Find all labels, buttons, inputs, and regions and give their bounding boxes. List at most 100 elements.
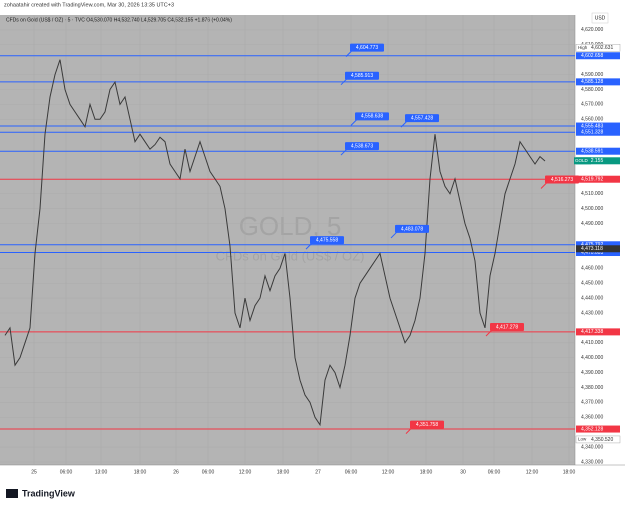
y-tick-label: 4,380.000 xyxy=(581,385,603,391)
x-tick-label: 06:00 xyxy=(60,469,73,475)
callout-box xyxy=(350,43,384,52)
price-tag xyxy=(576,328,620,336)
currency-box[interactable] xyxy=(591,12,609,24)
y-tick-label: 4,370.000 xyxy=(581,400,603,406)
price-tag-label: 4,470.603 xyxy=(581,250,603,256)
price-tag-label: 4,551.328 xyxy=(581,130,603,136)
y-tick-label: 4,570.000 xyxy=(581,102,603,108)
y-tick-label: 4,490.000 xyxy=(581,221,603,227)
price-axis-bg xyxy=(575,15,625,465)
callout-box xyxy=(355,112,389,121)
callout-label: 4,558.638 xyxy=(361,114,383,120)
callout-label: 4,538.673 xyxy=(351,143,373,149)
callout-label: 4,604.773 xyxy=(356,45,378,51)
low-tag xyxy=(575,435,621,444)
price-tag xyxy=(576,128,620,136)
price-tag-label: 4,532.155 xyxy=(581,158,603,164)
y-tick-label: 4,500.000 xyxy=(581,206,603,212)
price-tag-label: 4,417.338 xyxy=(581,329,603,335)
y-tick-label: 4,360.000 xyxy=(581,415,603,421)
symbol-tag xyxy=(574,157,591,165)
legend: CFDs on Gold (US$ / OZ) · 5 · TVC O4,530… xyxy=(6,17,232,23)
x-tick-label: 12:00 xyxy=(239,469,252,475)
callout-box xyxy=(345,71,379,80)
watermark-symbol: GOLD, 5 xyxy=(239,211,342,241)
price-tag xyxy=(576,175,620,183)
brand: TradingView xyxy=(22,488,76,498)
y-tick-label: 4,440.000 xyxy=(581,295,603,301)
x-tick-label: 18:00 xyxy=(277,469,290,475)
x-tick-label: 25 xyxy=(31,469,37,475)
y-tick-label: 4,340.000 xyxy=(581,444,603,450)
x-tick-label: 18:00 xyxy=(134,469,147,475)
logo xyxy=(6,489,18,498)
price-tag xyxy=(576,249,620,257)
price-tag xyxy=(576,157,620,165)
x-tick-label: 13:00 xyxy=(95,469,108,475)
x-tick-label: 06:00 xyxy=(345,469,358,475)
price-tag xyxy=(576,147,620,155)
callout-label: 4,516.273 xyxy=(551,177,573,183)
y-tick-label: 4,580.000 xyxy=(581,87,603,93)
y-tick-label: 4,430.000 xyxy=(581,310,603,316)
callout-box xyxy=(545,175,579,184)
x-tick-label: 06:00 xyxy=(488,469,501,475)
price-tag-label: 4,352.128 xyxy=(581,426,603,432)
y-tick-label: 4,410.000 xyxy=(581,340,603,346)
price-tag xyxy=(576,122,620,130)
y-tick-label: 4,460.000 xyxy=(581,266,603,272)
x-tick-label: 12:00 xyxy=(382,469,395,475)
price-tag xyxy=(576,78,620,86)
y-tick-label: 4,450.000 xyxy=(581,281,603,287)
x-tick-label: 26 xyxy=(173,469,179,475)
callout-box xyxy=(405,114,439,123)
x-tick-label: 18:00 xyxy=(563,469,576,475)
callout-box xyxy=(490,322,524,331)
price-tag-label: 4,475.792 xyxy=(581,242,603,248)
y-tick-label: 4,590.000 xyxy=(581,72,603,78)
y-tick-label: 4,400.000 xyxy=(581,355,603,361)
watermark-description: CFDs on Gold (US$ / OZ) xyxy=(216,248,365,263)
x-tick-label: 12:00 xyxy=(526,469,539,475)
credit: zohaatahir created with TradingView.com,… xyxy=(4,2,174,8)
currency: USD xyxy=(595,15,606,21)
callout-box xyxy=(310,236,344,245)
price-tag xyxy=(576,52,620,60)
callout-label: 4,585.913 xyxy=(351,73,373,79)
price-tag-label: 4,555.483 xyxy=(581,123,603,129)
callout-box xyxy=(345,142,379,151)
callout-label: 4,557.428 xyxy=(411,115,433,121)
plot-bg xyxy=(0,15,575,465)
low-tag-label: 4,350.520 xyxy=(591,437,613,443)
price-tag-label: 4,519.792 xyxy=(581,177,603,183)
price-tag-label: 4,585.128 xyxy=(581,79,603,85)
price-line xyxy=(4,59,546,427)
x-tick-label: 27 xyxy=(315,469,321,475)
high-tag-label: 4,602.631 xyxy=(591,45,613,51)
high-tag-name: High xyxy=(578,45,588,50)
callout-box xyxy=(395,224,429,233)
symbol-tag-label: GOLD xyxy=(575,158,589,163)
x-tick-label: 30 xyxy=(460,469,466,475)
y-tick-label: 4,620.000 xyxy=(581,27,603,33)
price-tag xyxy=(576,245,620,253)
callout-label: 4,351.758 xyxy=(416,422,438,428)
y-tick-label: 4,560.000 xyxy=(581,117,603,123)
low-tag-name: Low xyxy=(578,437,587,442)
y-tick-label: 4,510.000 xyxy=(581,191,603,197)
x-tick-label: 06:00 xyxy=(202,469,215,475)
price-tag xyxy=(576,425,620,433)
price-tag-label: 4,538.591 xyxy=(581,149,603,155)
x-tick-label: 18:00 xyxy=(420,469,433,475)
callout-box xyxy=(410,420,444,429)
price-tag xyxy=(576,241,620,249)
y-tick-label: 4,390.000 xyxy=(581,370,603,376)
price-tag-label: 4,602.658 xyxy=(581,53,603,59)
high-tag xyxy=(575,44,621,52)
y-tick-label: 4,330.000 xyxy=(581,459,603,465)
price-tag-label: 4,473.118 xyxy=(581,246,603,252)
callout-label: 4,475.558 xyxy=(316,237,338,243)
callout-label: 4,417.278 xyxy=(496,324,518,330)
